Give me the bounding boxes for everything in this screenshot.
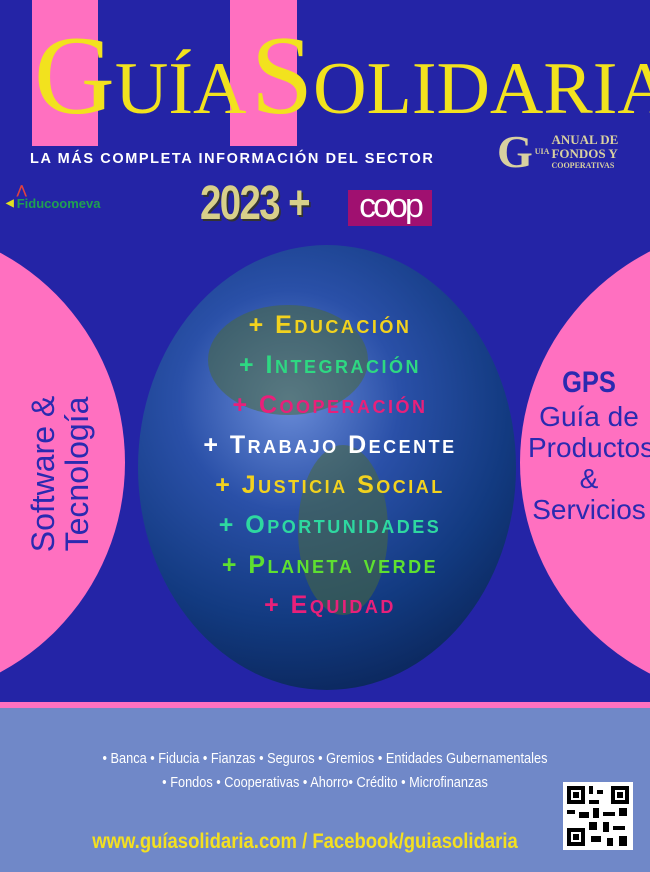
title-part: OLIDARIA — [313, 48, 650, 130]
coop-logo: coop — [348, 189, 432, 226]
magazine-title: GUÍA SOLIDARIA — [34, 20, 650, 132]
title-letter-s: S — [250, 14, 314, 138]
land — [298, 445, 388, 615]
categories-line: • Banca • Fiducia • Fianzas • Seguros • … — [102, 750, 548, 767]
peak-icon: ⋀ — [16, 183, 27, 197]
land — [208, 305, 368, 415]
topic-item: + Educación — [248, 311, 412, 339]
title-box-s — [230, 0, 297, 146]
topic-item: + Justicia Social — [215, 471, 445, 499]
topics-list: + Educación + Integración + Cooperación + T… — [150, 305, 510, 625]
year: 2023 + — [200, 177, 311, 230]
anual-logo: G UIA ANUAL DE FONDOS Y COOPERATIVAS — [497, 126, 618, 177]
fiducoomeva-mark: ⋀ Fiducoomeva — [17, 184, 101, 211]
website-link[interactable]: www.guíasolidaria.com / Facebook/guiasol… — [92, 830, 518, 853]
qr-code-icon[interactable] — [563, 782, 633, 850]
arrow-icon: ◀ — [6, 198, 14, 209]
topic-item: + Integración — [239, 351, 421, 379]
logo-g: G — [497, 126, 533, 177]
logo-line: ANUAL DE — [551, 132, 619, 147]
gps-title: GPS — [562, 366, 616, 399]
label-line: Guía de — [539, 401, 639, 432]
logo-lines: ANUAL DE FONDOS Y COOPERATIVAS — [551, 133, 618, 171]
topic-item: + Equidad — [264, 591, 396, 619]
title-box-g — [32, 0, 98, 146]
topic-item: + Planeta verde — [221, 551, 439, 579]
label-line: Tecnología — [59, 396, 95, 552]
topic-item: + Trabajo Decente — [203, 431, 457, 459]
logo-line: FONDOS Y — [551, 146, 618, 161]
gps-label: GPS Guía de Productos & Servicios — [528, 365, 650, 525]
globe-image — [138, 245, 516, 690]
title-letter-g: G — [34, 14, 115, 138]
logo-line: COOPERATIVAS — [551, 161, 615, 170]
label-line: Software & — [25, 395, 61, 553]
sponsor-name: Fiducoomeva — [16, 196, 101, 211]
logo-uia: UIA — [534, 147, 550, 156]
title-part: UÍA — [114, 48, 247, 130]
topic-item: + Cooperación — [232, 391, 428, 419]
label-line: Servicios — [532, 494, 646, 525]
software-tecnologia-label: Software & Tecnología — [25, 334, 95, 614]
label-line: & — [579, 463, 599, 494]
subtitle: LA MÁS COMPLETA INFORMACIÓN DEL SECTOR — [30, 151, 435, 167]
fiducoomeva-logo: ◀ ⋀ Fiducoomeva — [6, 184, 101, 211]
footer — [0, 708, 650, 872]
topic-item: + Oportunidades — [218, 511, 442, 539]
label-line: Productos — [528, 432, 650, 463]
categories-line: • Fondos • Cooperativas • Ahorro• Crédit… — [162, 774, 488, 791]
divider — [0, 702, 650, 708]
